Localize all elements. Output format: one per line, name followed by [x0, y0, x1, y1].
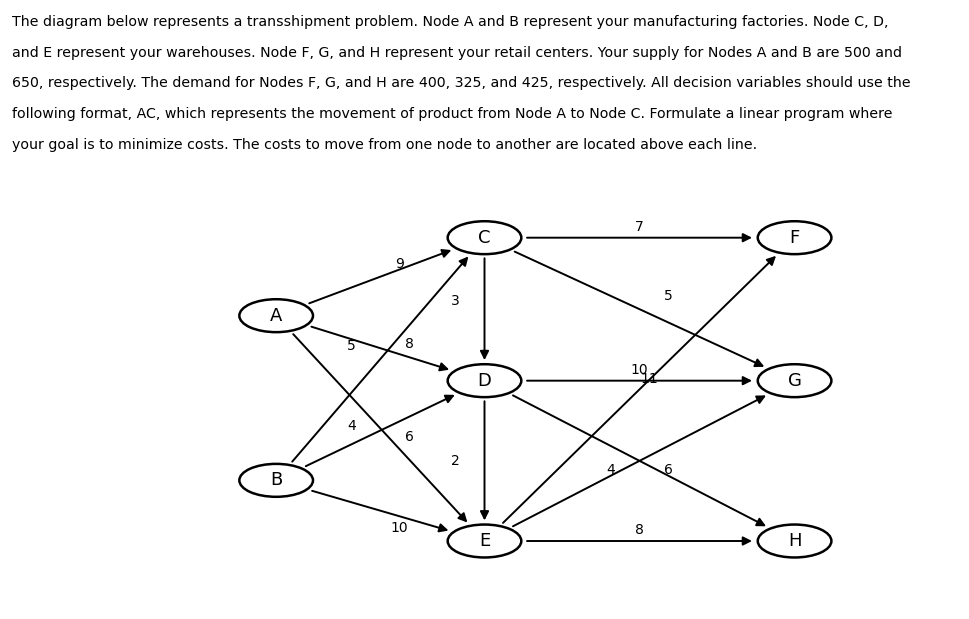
Text: A: A — [270, 306, 282, 325]
Circle shape — [239, 464, 313, 497]
Text: 4: 4 — [606, 462, 615, 477]
Text: 3: 3 — [451, 293, 460, 308]
Text: F: F — [790, 228, 799, 247]
Text: G: G — [788, 371, 801, 390]
Text: E: E — [479, 532, 490, 550]
Text: The diagram below represents a transshipment problem. Node A and B represent you: The diagram below represents a transship… — [12, 15, 889, 29]
Circle shape — [758, 364, 831, 397]
Text: following format, AC, which represents the movement of product from Node A to No: following format, AC, which represents t… — [12, 107, 892, 121]
Circle shape — [448, 221, 521, 254]
Text: 10: 10 — [391, 521, 409, 535]
Text: 8: 8 — [635, 523, 644, 537]
Circle shape — [448, 524, 521, 558]
Text: 5: 5 — [664, 289, 673, 303]
Text: your goal is to minimize costs. The costs to move from one node to another are l: your goal is to minimize costs. The cost… — [12, 138, 757, 152]
Circle shape — [758, 221, 831, 254]
Text: 6: 6 — [405, 430, 414, 444]
Text: B: B — [270, 471, 282, 490]
Text: 6: 6 — [664, 462, 673, 477]
Text: C: C — [479, 228, 490, 247]
Text: 10: 10 — [631, 363, 648, 377]
Circle shape — [239, 299, 313, 332]
Text: 9: 9 — [395, 257, 404, 271]
Text: 2: 2 — [451, 454, 460, 468]
Text: 650, respectively. The demand for Nodes F, G, and H are 400, 325, and 425, respe: 650, respectively. The demand for Nodes … — [12, 76, 910, 90]
Text: 11: 11 — [641, 371, 658, 386]
Text: 4: 4 — [347, 419, 356, 433]
Text: and E represent your warehouses. Node F, G, and H represent your retail centers.: and E represent your warehouses. Node F,… — [12, 46, 901, 60]
Text: H: H — [788, 532, 801, 550]
Text: D: D — [478, 371, 491, 390]
Text: 7: 7 — [635, 220, 644, 234]
Text: 8: 8 — [405, 337, 414, 351]
Circle shape — [758, 524, 831, 558]
Text: 5: 5 — [347, 339, 356, 353]
Circle shape — [448, 364, 521, 397]
